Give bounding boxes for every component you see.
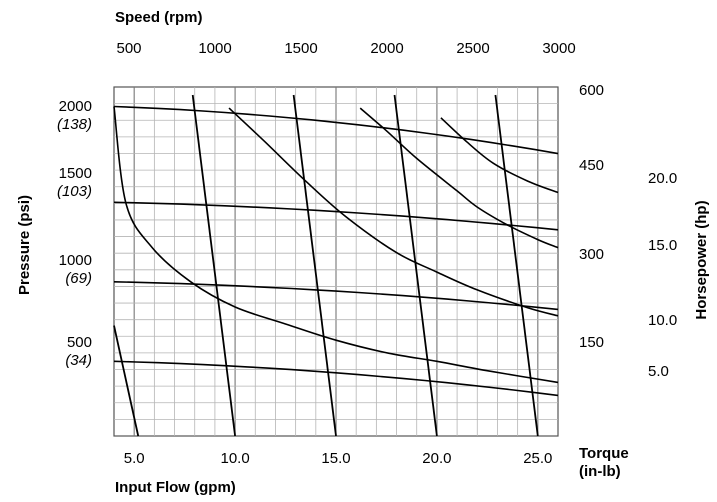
flow-tick-label: 20.0 <box>422 450 451 467</box>
horsepower-tick-label: 20.0 <box>648 170 677 187</box>
horsepower-curve-1 <box>113 106 559 384</box>
flow-tick-label: 5.0 <box>124 450 145 467</box>
pressure-tick-bar-label: (138) <box>57 116 92 133</box>
torque-tick-label: 150 <box>579 334 604 351</box>
horsepower-axis-ticks: 20.0 15.0 10.0 5.0 <box>648 170 677 380</box>
pressure-axis-ticks: 2000(138) 1500(103) 1000(69) 500(34) <box>57 98 92 369</box>
torque-axis-title-line2: (in-lb) <box>579 463 621 480</box>
speed-tick-label: 2000 <box>370 40 403 57</box>
horsepower-curve-4 <box>440 117 559 194</box>
flow-curve-1 <box>113 105 559 155</box>
torque-axis-ticks: 600 450 300 150 <box>579 82 604 351</box>
chart-grid <box>113 86 559 437</box>
chart-curves <box>113 94 559 437</box>
speed-line-2 <box>292 94 337 437</box>
horsepower-tick-label: 10.0 <box>648 312 677 329</box>
flow-curve-4 <box>113 360 559 397</box>
speed-tick-label: 1000 <box>198 40 231 57</box>
speed-tick-label: 500 <box>116 40 141 57</box>
speed-line-3 <box>393 94 438 437</box>
flow-axis-title: Input Flow (gpm) <box>115 479 236 496</box>
horsepower-curve-3 <box>359 107 559 249</box>
pressure-axis-title: Pressure (psi) <box>16 195 33 295</box>
torque-tick-label: 300 <box>579 246 604 263</box>
flow-tick-label: 10.0 <box>220 450 249 467</box>
flow-axis-ticks: 5.0 10.0 15.0 20.0 25.0 <box>124 450 553 467</box>
speed-tick-label: 2500 <box>456 40 489 57</box>
pressure-tick-label: 2000 <box>59 98 92 115</box>
pressure-tick-label: 1500 <box>59 165 92 182</box>
horsepower-curve-2 <box>228 107 559 317</box>
flow-curve-3 <box>113 281 559 311</box>
speed-line-1 <box>191 94 236 437</box>
horsepower-axis-title: Horsepower (hp) <box>693 200 710 319</box>
speed-line-low <box>113 325 140 437</box>
torque-tick-label: 600 <box>579 82 604 99</box>
pressure-tick-label: 500 <box>67 334 92 351</box>
speed-tick-label: 3000 <box>542 40 575 57</box>
pressure-tick-label: 1000 <box>59 252 92 269</box>
flow-tick-label: 25.0 <box>523 450 552 467</box>
pressure-tick-bar-label: (69) <box>65 270 92 287</box>
horsepower-tick-label: 5.0 <box>648 363 669 380</box>
torque-tick-label: 450 <box>579 157 604 174</box>
speed-axis-title: Speed (rpm) <box>115 9 203 26</box>
torque-axis-title-line1: Torque <box>579 445 629 462</box>
speed-line-4 <box>494 94 539 437</box>
speed-tick-label: 1500 <box>284 40 317 57</box>
horsepower-tick-label: 15.0 <box>648 237 677 254</box>
flow-tick-label: 15.0 <box>321 450 350 467</box>
flow-curve-2 <box>113 201 559 231</box>
pressure-tick-bar-label: (34) <box>65 352 92 369</box>
pressure-tick-bar-label: (103) <box>57 183 92 200</box>
speed-axis-ticks: 500 1000 1500 2000 2500 3000 <box>116 40 575 57</box>
